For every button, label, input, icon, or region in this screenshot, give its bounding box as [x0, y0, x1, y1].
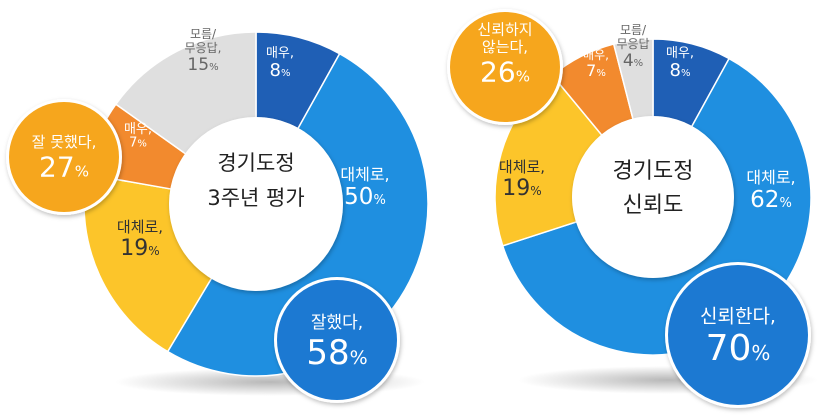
bubble-label-0-unit: % — [751, 341, 770, 365]
slice-label-0-label: 매우, — [666, 46, 694, 61]
slice-label-3-label: 매우, — [124, 122, 152, 137]
bubble-label-0-label: 신뢰한다, — [700, 305, 776, 327]
donut-hole — [572, 116, 734, 278]
bubble-1 — [450, 12, 560, 122]
bubble-1 — [9, 102, 119, 212]
slice-label-0-unit: % — [681, 68, 691, 79]
slice-label-2-unit: % — [148, 244, 159, 258]
slice-label-4-label: 무응답 — [616, 37, 649, 51]
slice-label-2-unit: % — [530, 184, 541, 198]
slice-label-4-label: 무응답, — [185, 41, 222, 55]
slice-label-4: 모름/무응답,15% — [185, 27, 222, 75]
bubble-0 — [668, 265, 808, 405]
center-title-line: 경기도정 — [217, 151, 294, 175]
slice-label-0-unit: % — [281, 68, 291, 79]
bubble-label-1-label: 않는다, — [482, 38, 528, 56]
slice-label-3-unit: % — [137, 139, 147, 150]
slice-label-3-label: 매우, — [583, 48, 609, 62]
donut-hole — [169, 117, 343, 291]
center-title-line: 3주년 평가 — [207, 186, 304, 210]
bubble-label-1-label: 신뢰하지 — [477, 21, 532, 39]
center-title-line: 신뢰도 — [623, 193, 684, 218]
slice-label-2-label: 대체로, — [117, 218, 163, 236]
bubble-label-1-label: 잘 못했다, — [32, 133, 97, 151]
slice-label-1-label: 대체로, — [746, 168, 795, 187]
slice-label-0-label: 매우, — [266, 46, 294, 61]
bubble-0 — [277, 280, 397, 400]
slice-label-2-label: 대체로, — [499, 158, 545, 176]
slice-label-1-label: 대체로, — [340, 165, 389, 184]
bubble-label-1-unit: % — [75, 163, 89, 181]
slice-label-3-value: 7% — [129, 136, 147, 151]
bubble-label-0-label: 잘했다, — [311, 313, 363, 333]
chart-trust: 경기도정신뢰도매우,8%대체로,62%대체로,19%매우,7%모름/무응답4%신… — [447, 9, 818, 408]
slice-label-3-unit: % — [596, 68, 606, 79]
bubble-label-1-unit: % — [516, 67, 530, 85]
bubble-label-0-unit: % — [350, 347, 368, 369]
slice-label-4-unit: % — [634, 58, 644, 69]
slice-label-4-unit: % — [209, 62, 219, 73]
slice-label-1-unit: % — [373, 193, 385, 208]
slice-label-4-label: 모름/ — [190, 27, 217, 41]
slice-label-1-unit: % — [779, 196, 791, 211]
slice-label-4-label: 모름/ — [620, 23, 647, 37]
slice-label-2: 대체로,19% — [117, 218, 163, 261]
slice-label-3: 매우,7% — [124, 122, 152, 151]
center-title-line: 경기도정 — [613, 159, 694, 184]
